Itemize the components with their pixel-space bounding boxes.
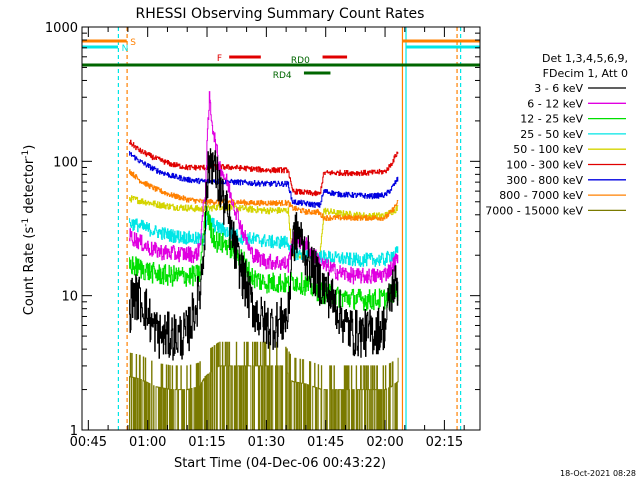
legend-entry-label: 7000 - 15000 keV [485, 204, 583, 217]
y-tick-label: 10 [61, 290, 78, 305]
legend-header-decimation: FDecim 1, Att 0 [543, 67, 628, 80]
plot-frame [81, 26, 481, 431]
legend-entry-label: 800 - 7000 keV [499, 189, 583, 202]
series-line-25-50-kev [129, 212, 399, 267]
series-line-100-300-kev [129, 139, 399, 197]
legend-entry-label: 6 - 12 keV [527, 97, 583, 110]
y-tick-label: 1000 [45, 21, 78, 36]
legend-entry-label: 25 - 50 keV [520, 128, 583, 141]
flag-label-rd4: RD4 [273, 71, 292, 81]
chart-title: RHESSI Observing Summary Count Rates [136, 6, 425, 22]
legend-header-detectors: Det 1,3,4,5,6,9, [542, 52, 628, 65]
series-line-300-800-kev [129, 151, 399, 208]
series-line-50-100-kev [129, 195, 399, 260]
legend-entry-label: 3 - 6 keV [534, 82, 583, 95]
axes: SN F RD0 RD4 1 10 100 1000 00:45 01:00 01:15 01:30 0… [45, 21, 480, 450]
legend-entry-label: 12 - 25 keV [520, 113, 583, 126]
series-line-12-25-kev [129, 206, 399, 311]
x-tick-label: 01:00 [129, 435, 166, 450]
y-axis-label: Count Rate (s-1 detector-1) [21, 145, 37, 316]
series-line-6-12-kev [129, 91, 399, 285]
x-tick-label: 02:15 [426, 435, 463, 450]
x-tick-label: 01:45 [307, 435, 344, 450]
series-line-7000-15000-kev [129, 341, 399, 430]
y-axis-label-sup1: -1 [21, 218, 31, 227]
y-axis-label-main: Count Rate (s [22, 227, 37, 316]
y-axis-label-end: ) [22, 145, 37, 150]
y-axis-label-sup2: -1 [21, 150, 31, 159]
y-tick-label: 1 [70, 424, 78, 439]
legend-entry-label: 300 - 800 keV [506, 174, 583, 187]
x-tick-label: 00:45 [70, 435, 107, 450]
y-tick-label: 100 [53, 155, 78, 170]
legend-entry-label: 100 - 300 keV [506, 159, 583, 172]
timestamp: 18-Oct-2021 08:28 [560, 469, 636, 478]
y-axis-label-mid: detector [22, 158, 37, 218]
x-axis-label: Start Time (04-Dec-06 00:43:22) [174, 456, 386, 471]
flag-label-s: S [130, 38, 136, 48]
flag-label-rd0: RD0 [291, 56, 310, 66]
series-line-3-6-kev [129, 148, 399, 361]
series-line-800-7000-kev [129, 169, 399, 221]
legend-entry-label: 50 - 100 keV [513, 143, 583, 156]
x-tick-label: 02:00 [366, 435, 403, 450]
x-tick-label: 01:30 [248, 435, 285, 450]
flag-label-n: N [122, 44, 129, 54]
x-tick-label: 01:15 [188, 435, 225, 450]
flag-label-f: F [217, 54, 222, 64]
legend: Det 1,3,4,5,6,9, FDecim 1, Att 0 3 - 6 k… [485, 52, 628, 217]
plot-area [82, 27, 480, 430]
